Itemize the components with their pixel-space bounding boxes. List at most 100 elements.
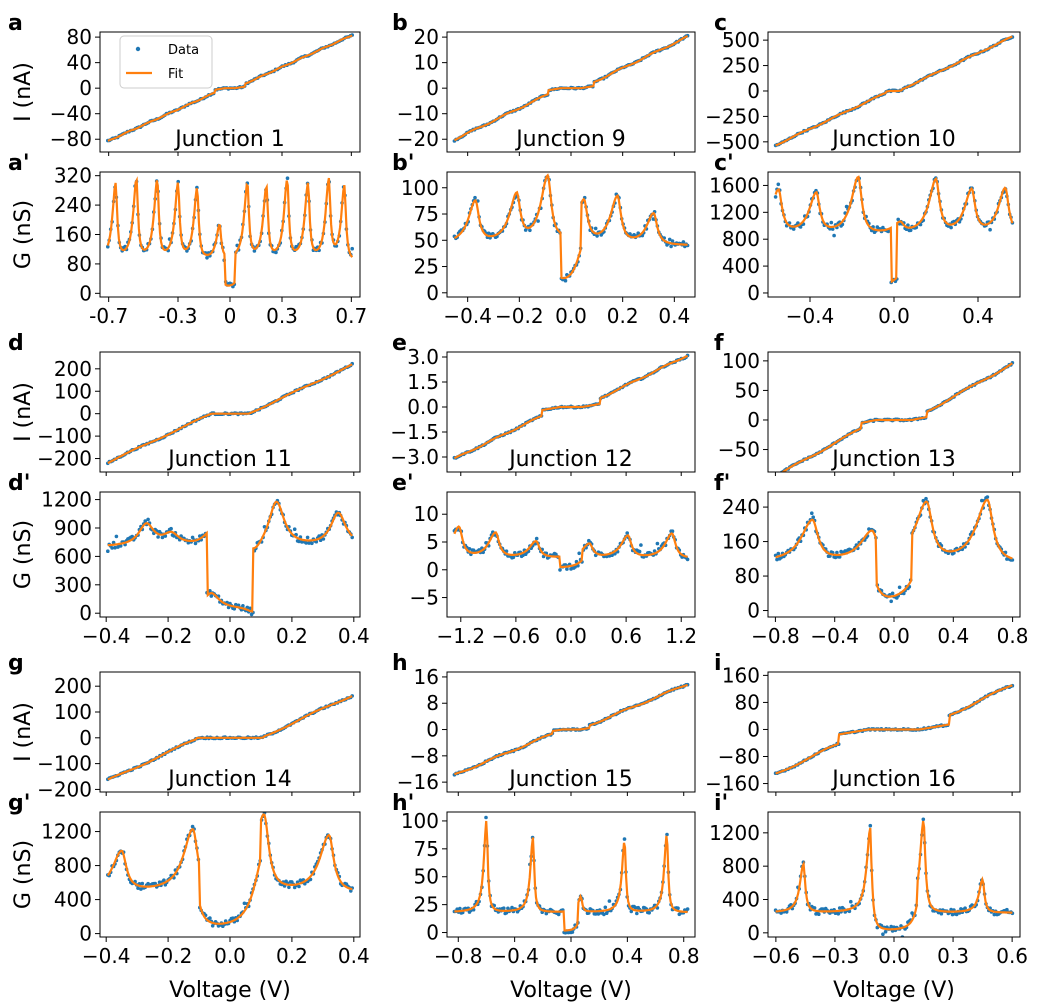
plot-area: [452, 682, 690, 777]
x-tick-label: -0.3: [158, 304, 197, 328]
y-tick-label: 75: [414, 202, 439, 226]
data-point: [830, 227, 835, 231]
legend-data-label: Data: [168, 43, 199, 58]
x-tick-label: −0.4: [786, 304, 835, 328]
data-point: [985, 495, 990, 499]
data-point: [950, 912, 955, 917]
data-point: [784, 910, 789, 914]
data-point: [959, 907, 963, 911]
data-point: [321, 537, 326, 541]
data-point: [665, 832, 669, 837]
y-tick-label: 300: [54, 573, 92, 597]
data-point: [570, 930, 575, 934]
data-point: [779, 911, 783, 915]
data-point: [635, 911, 639, 916]
y-tick-label: 100: [54, 379, 92, 403]
y-tick-label: −500: [705, 130, 760, 154]
x-tick-label: −0.4: [490, 944, 539, 968]
data-point: [208, 916, 212, 920]
junction-title: Junction 16: [830, 767, 956, 792]
x-tick-label: −0.3: [811, 944, 860, 968]
data-point: [821, 907, 825, 911]
x-tick-label: 0.4: [338, 624, 370, 648]
data-point: [980, 498, 984, 503]
data-point: [556, 912, 561, 917]
legend: Data Fit: [119, 35, 213, 89]
fit-line: [106, 813, 353, 925]
fit-line: [454, 820, 688, 932]
data-point: [593, 226, 598, 231]
y-axis-label: G (nS): [11, 200, 36, 269]
data-point: [889, 599, 893, 604]
data-point: [510, 905, 514, 910]
x-tick-label: 0.7: [335, 304, 367, 328]
x-tick-label: −0.4: [82, 624, 131, 648]
y-tick-label: 0: [426, 718, 439, 742]
data-point: [883, 929, 888, 934]
junction-title: Junction 13: [830, 447, 956, 472]
panel-i: 160 80 0 −80 −160 Junction 16 i: [705, 651, 1021, 796]
data-point: [773, 195, 778, 199]
legend-data-marker: [135, 46, 141, 52]
x-tick-label: 0.6: [996, 944, 1028, 968]
x-tick-label: 0.0: [555, 944, 587, 968]
y-tick-label: 900: [54, 516, 92, 540]
data-point: [896, 217, 900, 222]
data-point: [849, 899, 853, 904]
plot-area: [106, 176, 355, 289]
y-tick-label: −100: [37, 752, 92, 776]
data-point: [231, 916, 235, 920]
y-tick-label: 0: [747, 599, 760, 623]
y-tick-label: −1.5: [390, 420, 439, 444]
y-tick-label: −8: [410, 744, 439, 768]
x-tick-label: 0.3: [937, 944, 969, 968]
x-tick-label: -0.7: [89, 304, 128, 328]
fit-line: [453, 525, 688, 569]
plot-area: [452, 815, 690, 935]
data-point: [954, 912, 959, 917]
plot-area: [773, 175, 1015, 285]
data-point: [226, 605, 231, 610]
fit-line: [775, 498, 1013, 598]
y-tick-label: −16: [397, 770, 439, 794]
y-tick-label: 100: [401, 176, 439, 200]
plot-area: [452, 33, 690, 143]
data-point: [536, 219, 540, 223]
data-point: [776, 182, 781, 187]
y-tick-label: 80: [67, 252, 92, 276]
panel-e-prime: 10 5 0 −5 −1.2 −0.6 0.0 0.6 1.2 e': [392, 471, 697, 648]
data-point: [593, 912, 598, 916]
y-tick-label: 240: [722, 495, 760, 519]
y-tick-label: 500: [722, 28, 760, 52]
panel-label: c: [714, 11, 727, 36]
plot-area: [452, 173, 690, 283]
x-axis-label: Voltage (V): [510, 978, 632, 1003]
fit-line: [107, 500, 354, 613]
y-tick-label: 0: [79, 281, 92, 305]
x-tick-label: 0.0: [555, 304, 587, 328]
y-tick-label: 75: [414, 837, 439, 861]
data-point: [836, 912, 841, 916]
junction-title: Junction 10: [830, 127, 956, 152]
data-point: [285, 176, 290, 180]
data-point: [304, 541, 309, 545]
data-point: [565, 567, 569, 571]
data-point: [118, 544, 123, 548]
y-tick-label: −5: [410, 586, 439, 610]
axes-frame: [446, 811, 696, 938]
x-tick-label: 0.0: [878, 624, 910, 648]
data-point: [563, 278, 568, 283]
x-tick-label: 0.2: [607, 304, 639, 328]
data-point: [647, 911, 651, 915]
data-point: [193, 541, 198, 546]
fit-line: [774, 175, 1014, 284]
data-point: [902, 591, 906, 596]
data-point: [534, 536, 539, 541]
x-tick-label: −0.8: [751, 624, 800, 648]
y-tick-label: 0: [747, 921, 760, 945]
data-point: [655, 541, 660, 546]
panel-label: e: [392, 331, 407, 356]
x-tick-label: 1.2: [665, 624, 697, 648]
